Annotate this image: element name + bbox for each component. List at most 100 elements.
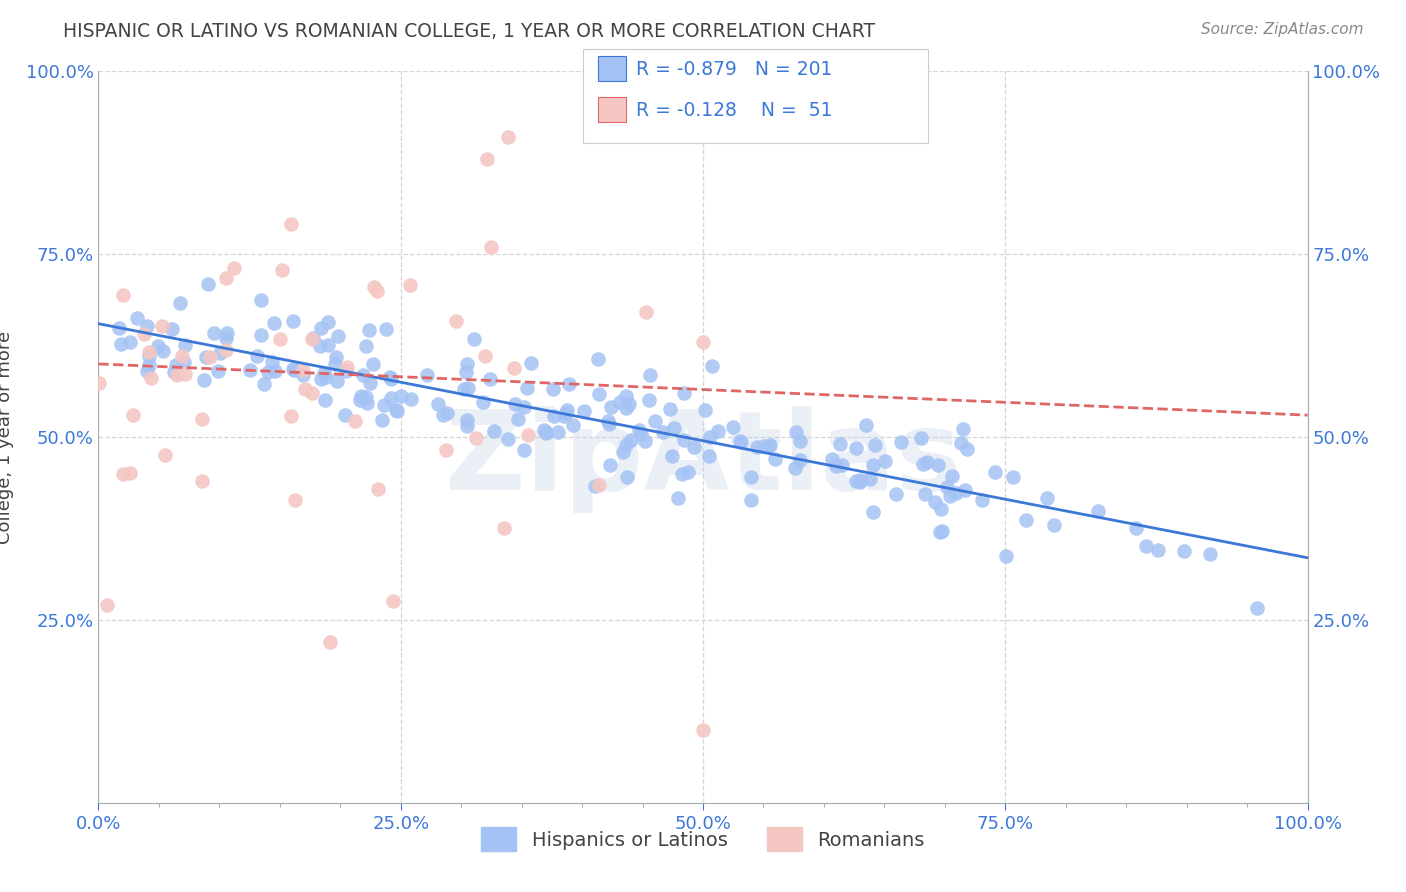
Point [600,400,623,414]
Point [825,458,848,473]
Point [763,451,786,466]
Point [1087,504,1109,518]
Point [873,454,896,468]
Point [672,433,695,447]
Point [457,381,479,395]
Point [651,425,673,439]
Point [845,474,868,488]
Point [498,432,520,446]
Point [759,438,782,452]
Point [927,458,949,472]
Point [700,359,723,374]
Point [692,334,714,349]
Point [281,362,304,376]
Point [217,326,239,340]
Point [363,357,385,371]
Point [936,480,959,494]
Point [931,501,953,516]
Point [381,594,404,608]
Point [371,413,394,427]
Point [596,414,619,428]
Point [343,414,366,428]
Point [1173,544,1195,558]
Point [197,277,219,291]
Point [264,364,287,378]
Point [1015,513,1038,527]
Point [349,392,371,407]
Point [931,524,953,538]
Point [384,402,406,417]
Point [432,408,454,422]
Point [494,521,516,535]
Text: ZipAtlas: ZipAtlas [444,406,962,513]
Point [628,423,651,437]
Point [830,436,852,450]
Point [516,428,538,442]
Point [191,411,214,425]
Point [614,401,637,415]
Point [269,332,291,346]
Point [132,326,155,341]
Point [831,458,853,472]
Point [666,491,689,506]
Point [215,331,238,345]
Point [707,424,730,438]
Point [309,321,332,335]
Point [118,335,141,350]
Point [146,339,169,353]
Point [309,339,332,353]
Point [503,361,526,376]
Text: R = -0.879   N = 201: R = -0.879 N = 201 [636,61,832,79]
Point [662,421,685,435]
Point [162,321,184,335]
Point [380,392,402,406]
Point [543,409,565,423]
Point [845,441,868,455]
Text: Source: ZipAtlas.com: Source: ZipAtlas.com [1201,22,1364,37]
Point [335,363,357,377]
Point [543,382,565,396]
Point [659,402,682,417]
Point [257,366,280,380]
Point [463,333,485,347]
Point [513,400,536,414]
Point [326,329,349,343]
Point [950,436,973,450]
Point [174,338,197,352]
Point [292,363,315,377]
Point [516,381,538,395]
Point [246,349,269,363]
Point [758,439,780,453]
Point [1125,521,1147,535]
Point [599,458,621,472]
Point [301,386,323,401]
Point [375,322,398,336]
Point [283,492,305,507]
Point [150,319,173,334]
Point [112,467,135,481]
Point [352,368,374,382]
Point [222,261,245,276]
Point [730,434,752,448]
Point [380,372,402,386]
Point [202,326,225,340]
Point [170,350,193,364]
Point [941,469,963,483]
Point [373,398,395,412]
Point [252,376,274,391]
Point [444,314,467,328]
Point [598,417,620,431]
Point [389,389,412,403]
Point [193,373,215,387]
Point [506,411,529,425]
Point [191,475,214,489]
Point [198,350,221,364]
Point [173,354,195,368]
Point [863,438,886,452]
Point [336,360,359,375]
Point [634,305,657,319]
Point [588,387,610,401]
Point [456,366,478,380]
Point [262,354,284,368]
Point [96,599,118,613]
